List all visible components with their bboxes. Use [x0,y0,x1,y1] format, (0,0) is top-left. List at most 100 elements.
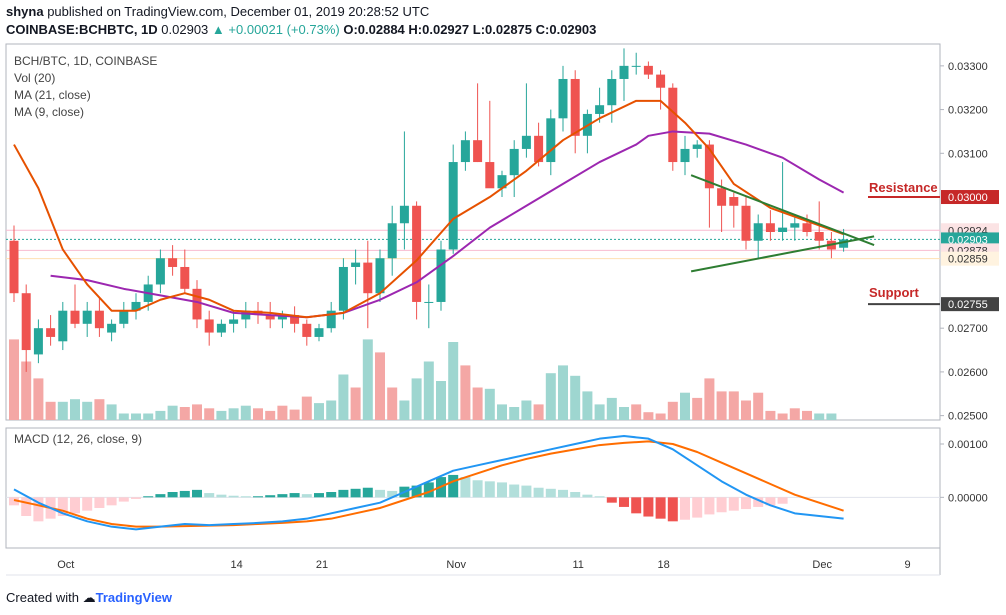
volume-bar [131,413,141,420]
macd-histogram-bar [680,497,690,520]
candle-body [790,223,800,228]
macd-histogram-bar [118,497,129,502]
ohlc-high: H:0.02927 [408,22,470,37]
macd-histogram-bar [155,494,166,498]
macd-histogram-bar [106,497,117,506]
candle-body [46,328,56,337]
volume-bar [118,413,129,420]
candle-body [302,323,312,337]
volume-bar [643,412,654,420]
volume-bar [167,405,178,420]
macd-histogram-bar [484,481,495,498]
candle-body [521,135,531,149]
candle-body [680,148,690,163]
price-axis-label-box [941,190,999,205]
symbol-label: COINBASE:BCHBTC, 1D [6,22,158,37]
macd-histogram-bar [289,493,300,498]
volume-bar [472,387,483,420]
candle-body [338,266,348,311]
price-tick-label: 0.03200 [948,105,988,117]
macd-histogram-bar [375,489,385,498]
volume-bar [289,409,300,420]
candle-body [497,175,507,189]
legend-ma21: MA (21, close) [14,88,91,102]
volume-bar [179,407,190,420]
volume-bar [582,391,593,420]
volume-bar [45,401,56,420]
candle-body [241,310,251,320]
macd-pane-frame [5,427,941,549]
last-price: 0.02903 [161,22,209,37]
candle-body [119,310,129,324]
candle-body [607,78,617,106]
macd-histogram-bar [265,495,276,498]
price-change: ▲ +0.00021 (+0.73%) [211,22,340,37]
volume-bar [436,381,446,420]
candle-body [729,197,739,206]
volume-bar [362,339,373,420]
candle-body [399,205,409,224]
macd-histogram-bar [704,497,715,515]
macd-histogram-bar [338,489,349,498]
volume-bar [619,407,629,420]
volume-bar [631,404,642,420]
macd-histogram-bar [533,487,544,498]
volume-bar [423,361,434,420]
volume-bar [33,378,44,420]
candle-body [192,288,202,320]
candle-body [717,188,727,206]
price-axis-label-box [941,297,999,312]
volume-bar [570,375,581,420]
macd-histogram-bar [692,497,703,518]
candle-body [70,310,80,324]
candle-body [94,310,104,329]
tradingview-logo-icon: ☁ [82,590,96,605]
macd-histogram-bar [509,484,520,498]
volume-bar [57,401,68,420]
macd-histogram-bar [765,497,776,506]
macd-histogram-bar [179,490,190,498]
macd-line [13,435,844,531]
candle-body [814,232,824,241]
macd-histogram-bar [594,496,605,498]
macd-histogram-bar [314,493,324,498]
macd-histogram-bar [448,474,459,498]
publisher-name: shyna [6,4,44,19]
price-tick-label: 0.03100 [948,148,988,160]
volume-bar [387,387,398,420]
candle-body [765,223,775,232]
candle-body [741,205,751,241]
candle-body [290,315,300,324]
volume-bar [716,391,727,420]
time-tick-label: Nov [446,559,466,571]
footer-brand[interactable]: TradingView [95,590,172,605]
macd-histogram-bar [753,497,764,507]
time-tick-label: 9 [905,559,911,571]
volume-bar [533,404,544,420]
candle-body [448,162,458,250]
volume-bar [240,405,251,420]
candle-body [753,223,763,241]
price-tick-label: 0.02700 [948,323,988,335]
candle-body [509,148,519,176]
ma21-line [50,130,845,319]
volume-bar [741,400,751,420]
macd-histogram-bar [228,495,239,498]
volume-bar [692,397,703,420]
volume-bar [265,410,276,420]
volume-bar [521,400,532,420]
candle-body [778,227,788,232]
price-tick-label: 0.03300 [948,61,988,73]
volume-bar [802,410,812,420]
volume-bar [155,410,166,420]
volume-bar [216,410,227,420]
legend-ma9: MA (9, close) [14,105,85,119]
macd-tick-label: 0.00100 [948,439,988,451]
volume-bar [509,407,520,420]
macd-histogram-bar [497,482,507,498]
time-tick-label: 18 [657,559,669,571]
candle-body [546,118,556,163]
volume-bar [375,352,385,420]
ohlc-open: O:0.02884 [343,22,405,37]
